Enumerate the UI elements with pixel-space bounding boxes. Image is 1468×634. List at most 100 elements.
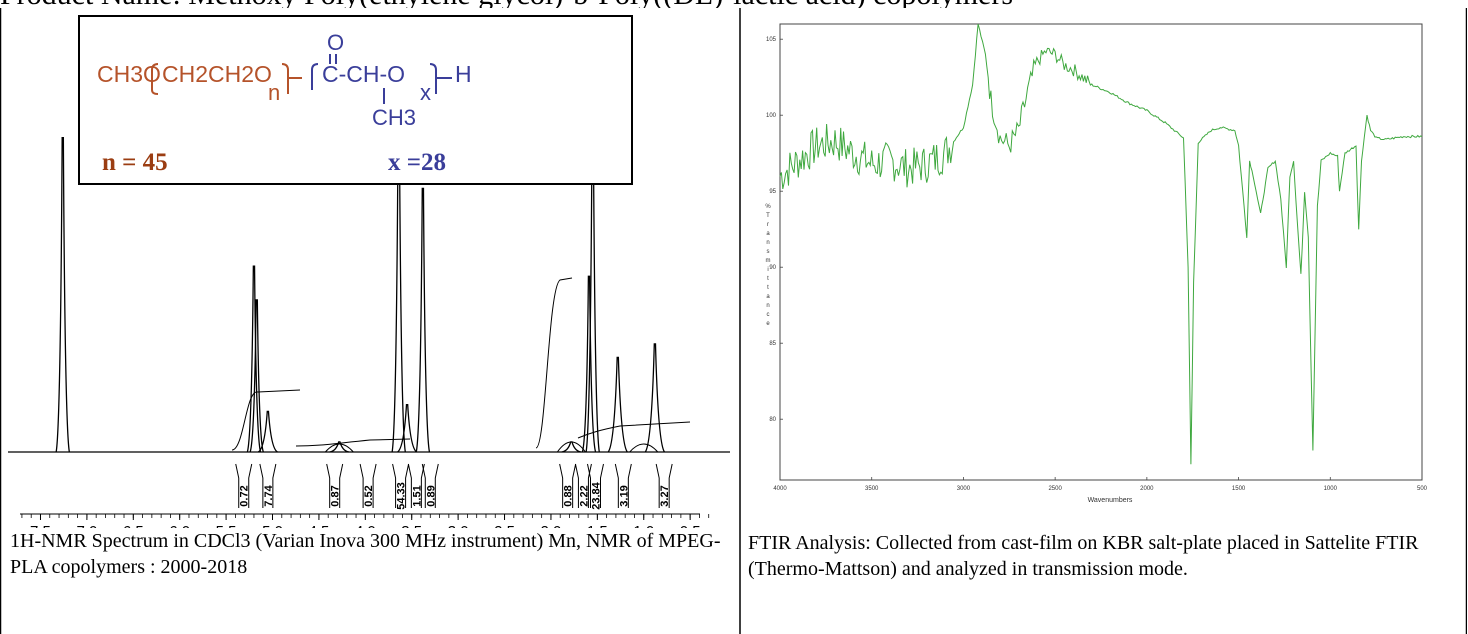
- nmr-integral-curve: [535, 277, 573, 449]
- nmr-integral-value: 54.33: [396, 482, 408, 510]
- ftir-y-tick-label: 90: [769, 265, 776, 271]
- ftir-x-tick-label: 1500: [1232, 486, 1246, 492]
- table-borders: [0, 8, 1467, 634]
- nmr-integral-value: 23.84: [590, 481, 602, 509]
- nmr-tick-label: 6.5: [123, 523, 144, 528]
- ftir-y-axis-label-letter: a: [766, 231, 770, 237]
- nmr-tick-label: 3.5: [401, 523, 422, 528]
- ftir-y-tick-label: 80: [769, 417, 776, 423]
- top-partial-text: Product Name: Methoxy Poly(ethylene glyc…: [0, 0, 1468, 8]
- nmr-integral-bracket: [574, 463, 592, 508]
- ftir-y-axis-label-letter: %: [765, 204, 771, 210]
- ftir-y-axis-label-letter: T: [766, 213, 770, 219]
- formula-pla-repeat: C-CH-O: [322, 61, 405, 87]
- ftir-y-axis-label-letter: m: [766, 258, 771, 264]
- nmr-integral-bracket: [392, 463, 410, 508]
- figure-table: 0.72 7.74 0.87 0.52 54.33 1.51 0.89 0.88 2.22 23.…: [0, 8, 1467, 634]
- nmr-spectrum-line: [8, 113, 730, 453]
- nmr-peak: [329, 441, 350, 453]
- ftir-caption: FTIR Analysis: Collected from cast-film …: [748, 532, 1419, 580]
- ftir-y-axis-label-letter: e: [766, 321, 770, 327]
- nmr-tick-label: 1.0: [633, 523, 654, 528]
- ftir-x-tick-label: 2000: [1140, 486, 1154, 492]
- ftir-spectrum-chart: 105 100 95 90 85 80 4000 3500 3000 2500 2000 1500 1…: [765, 23, 1428, 504]
- x-value-label: x =28: [388, 149, 446, 176]
- ftir-y-tick-label: 85: [769, 341, 776, 347]
- nmr-tick-label: 5.5: [216, 523, 237, 528]
- nmr-tick-label: 1.5: [587, 523, 608, 528]
- nmr-peak: [246, 265, 262, 453]
- nmr-integral-bracket: [326, 463, 344, 508]
- nmr-integral-value: 0.89: [425, 485, 437, 506]
- ftir-y-axis: 105 100 95 90 85 80: [766, 37, 783, 423]
- nmr-broad-peak: [324, 443, 354, 453]
- ftir-spectrum-line: [779, 23, 1423, 465]
- nmr-peak: [55, 137, 70, 453]
- ftir-panel: 105 100 95 90 85 80 4000 3500 3000 2500 2000 1500 1…: [740, 8, 1467, 634]
- structure-box: CH3O CH2CH2O n O C-CH-O CH3 x H n = 45 x…: [78, 15, 633, 185]
- ftir-y-axis-label-letter: a: [766, 294, 770, 300]
- ftir-y-tick-label: 95: [769, 189, 776, 195]
- ftir-y-axis-label-letter: i: [767, 267, 768, 273]
- nmr-peak: [397, 404, 418, 453]
- formula-peg-start: CH3O: [97, 61, 161, 87]
- nmr-peak: [257, 410, 278, 453]
- nmr-tick-label: 5.0: [262, 523, 283, 528]
- ftir-y-axis-label-letter: t: [767, 276, 769, 282]
- ftir-x-axis-label: Wavenumbers: [1088, 497, 1133, 504]
- ftir-x-tick-label: 4000: [773, 486, 787, 492]
- nmr-tick-label: 4.5: [308, 523, 329, 528]
- nmr-integral-value: 0.52: [363, 485, 375, 506]
- nmr-tick-label: 4.0: [355, 523, 376, 528]
- nmr-x-axis-label: ppm: [722, 523, 740, 528]
- ftir-y-axis-label-letter: n: [766, 240, 769, 246]
- formula-h-end: H: [455, 61, 472, 87]
- nmr-tick-label: 7.5: [30, 523, 51, 528]
- nmr-x-axis: 7.5 7.0 6.5 6.0 5.5 5.0 4.5 4.0 3.5 3.0 2.5 2.0 1.5 1…: [20, 513, 740, 528]
- ftir-y-axis-label-letter: s: [767, 249, 770, 255]
- nmr-integral-value: 0.87: [330, 485, 342, 506]
- nmr-panel: 0.72 7.74 0.87 0.52 54.33 1.51 0.89 0.88 2.22 23.…: [0, 8, 740, 634]
- nmr-integral-bracket: [655, 463, 673, 508]
- ftir-x-tick-label: 1000: [1324, 486, 1338, 492]
- nmr-integral-curve: [231, 389, 301, 451]
- ftir-x-axis: 4000 3500 3000 2500 2000 1500 1000 500: [773, 477, 1428, 492]
- nmr-tick-label: 7.0: [76, 523, 97, 528]
- nmr-integral-value: 3.27: [659, 485, 671, 506]
- ftir-y-axis-label-letter: r: [767, 222, 769, 228]
- nmr-spectrum-chart: 0.72 7.74 0.87 0.52 54.33 1.51 0.89 0.88 2.22 23.…: [8, 15, 740, 528]
- nmr-broad-peak: [556, 441, 586, 453]
- nmr-integral-value: 1.51: [411, 485, 423, 506]
- nmr-peak: [415, 187, 431, 453]
- ftir-x-tick-label: 3500: [865, 486, 879, 492]
- nmr-tick-label: 2.0: [541, 523, 562, 528]
- nmr-broad-peak: [629, 443, 659, 453]
- formula-n-subscript: n: [268, 80, 280, 105]
- nmr-caption: 1H-NMR Spectrum in CDCl3 (Varian Inova 3…: [10, 530, 721, 578]
- nmr-integral-bracket: [421, 463, 439, 508]
- nmr-integral-bracket: [359, 463, 377, 508]
- ftir-x-tick-label: 2500: [1048, 486, 1062, 492]
- nmr-integral-value: 7.74: [263, 484, 275, 506]
- nmr-tick-label: 3.0: [448, 523, 469, 528]
- nmr-integral-bracket: [235, 463, 253, 508]
- formula-methyl: CH3: [372, 105, 416, 130]
- ftir-x-tick-label: 3000: [957, 486, 971, 492]
- nmr-integral-value: 0.88: [563, 485, 575, 506]
- ftir-y-axis-label-letter: t: [767, 285, 769, 291]
- nmr-peak: [581, 275, 597, 453]
- n-value-label: n = 45: [102, 149, 168, 176]
- ftir-y-tick-label: 100: [766, 113, 777, 119]
- nmr-peak: [561, 441, 582, 453]
- nmr-integral-curve: [577, 421, 691, 439]
- formula-x-subscript: x: [420, 80, 431, 105]
- nmr-integral-bracket: [559, 463, 577, 508]
- nmr-integral-value: 2.22: [578, 485, 590, 506]
- nmr-peak: [249, 299, 264, 453]
- ftir-y-tick-label: 105: [766, 37, 777, 43]
- nmr-integral-curve: [295, 438, 411, 447]
- nmr-peak: [644, 343, 666, 453]
- ftir-y-axis-label-letter: n: [766, 303, 769, 309]
- nmr-tick-label: 2.5: [494, 523, 515, 528]
